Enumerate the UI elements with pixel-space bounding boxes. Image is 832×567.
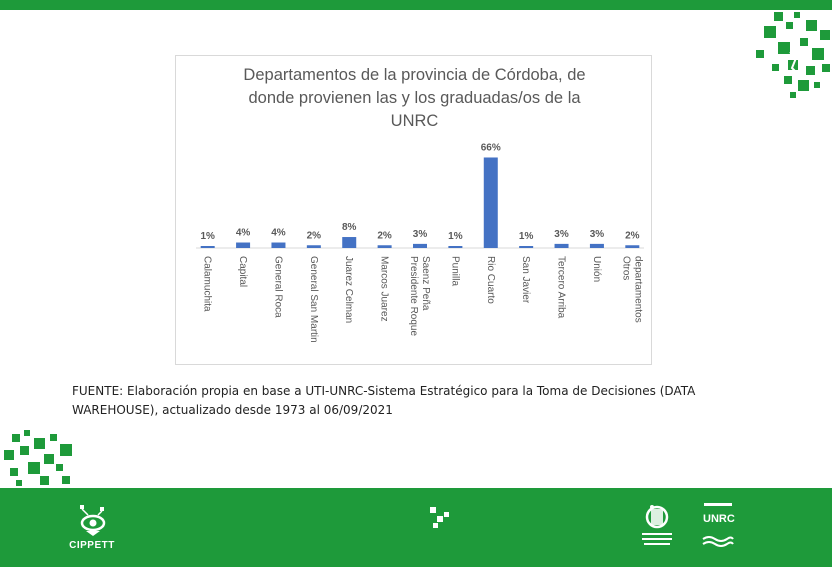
bar	[413, 243, 427, 248]
bar	[589, 243, 604, 248]
chart-title-line: Departamentos de la provincia de Córdoba…	[243, 66, 586, 84]
data-label: 3%	[554, 229, 569, 240]
data-label: 2%	[625, 230, 640, 241]
bar	[377, 245, 392, 248]
bar	[448, 246, 463, 248]
bar	[625, 245, 640, 248]
category-tick-label: Capital	[237, 256, 248, 287]
category-tick-label: Saenz Peña	[420, 256, 431, 311]
category-tick-label: Punilla	[449, 256, 460, 286]
category-tick-label: Tercero Arriba	[556, 256, 567, 319]
unrc-logo-icon	[702, 503, 734, 547]
data-label: 2%	[307, 230, 322, 241]
cippett-logo-icon	[80, 505, 106, 536]
data-label: 1%	[519, 231, 534, 242]
bar	[200, 246, 215, 248]
education-logo-icon	[642, 505, 672, 545]
bar-chart-plot: 1% Calamuchita 4% Capital 4% General Roca 2% Ge…	[196, 142, 644, 343]
category-tick-label: Presidente Roque	[408, 256, 419, 336]
bar	[483, 157, 498, 248]
category-tick-label: Rio Cuarto	[485, 256, 496, 304]
data-label: 3%	[413, 229, 428, 240]
category-tick-label: General San Martin	[308, 256, 319, 343]
category-tick-label: Juarez Celman	[343, 256, 354, 323]
data-label: 1%	[448, 231, 463, 242]
category-tick-label: San Javier	[520, 256, 531, 304]
bar	[519, 246, 534, 248]
data-label: 4%	[271, 228, 286, 239]
pixel-mark-icon	[430, 507, 449, 528]
chart-title-line: donde provienen las y los graduadas/os d…	[248, 89, 581, 107]
cippett-label: CIPPETT	[69, 540, 115, 551]
unrc-label: UNRC	[703, 513, 735, 525]
pixel-cluster-icon	[4, 430, 72, 486]
footer-bar	[0, 488, 832, 567]
bar	[236, 242, 251, 248]
data-label: 8%	[342, 222, 357, 233]
bar	[342, 237, 357, 248]
category-tick-label: Unión	[591, 256, 602, 282]
data-label: 2%	[377, 230, 392, 241]
data-label: 3%	[590, 229, 605, 240]
data-label: 1%	[200, 231, 215, 242]
top-brand-bar	[0, 0, 832, 10]
bar	[306, 245, 321, 248]
pixel-cluster-icon	[756, 12, 830, 98]
bar	[271, 242, 286, 248]
category-tick-label: Marcos Juarez	[379, 256, 390, 322]
category-tick-label: Otros	[620, 256, 631, 280]
category-tick-label: General Roca	[272, 256, 283, 318]
category-tick-label: departamentos	[632, 256, 643, 323]
source-note: FUENTE: Elaboración propia en base a UTI…	[72, 384, 696, 417]
chart-title-line: UNRC	[390, 112, 439, 130]
data-label: 4%	[236, 228, 251, 239]
data-label: 66%	[481, 142, 501, 153]
chart-title: Departamentos de la provincia de Córdoba…	[176, 64, 653, 133]
bar	[554, 243, 569, 248]
category-tick-label: Calamuchita	[202, 256, 213, 312]
chart-area: Departamentos de la provincia de Córdoba…	[175, 55, 652, 365]
